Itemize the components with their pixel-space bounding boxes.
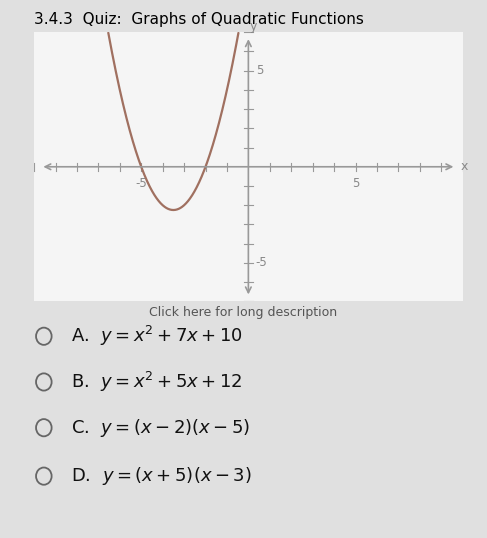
Text: C.  $y = (x - 2)(x - 5)$: C. $y = (x - 2)(x - 5)$ (71, 417, 250, 438)
Text: 5: 5 (352, 178, 359, 190)
Text: D.  $y = (x + 5)(x - 3)$: D. $y = (x + 5)(x - 3)$ (71, 465, 251, 487)
Text: -5: -5 (135, 178, 147, 190)
Text: B.  $y = x^2 + 5x + 12$: B. $y = x^2 + 5x + 12$ (71, 370, 243, 394)
Text: -5: -5 (256, 256, 268, 270)
Text: x: x (461, 160, 468, 173)
Text: Click here for long description: Click here for long description (150, 306, 337, 318)
Text: A.  $y = x^2 + 7x + 10$: A. $y = x^2 + 7x + 10$ (71, 324, 243, 348)
Text: 3.4.3  Quiz:  Graphs of Quadratic Functions: 3.4.3 Quiz: Graphs of Quadratic Function… (34, 12, 364, 27)
Text: 5: 5 (256, 64, 263, 77)
Text: y: y (250, 20, 258, 33)
